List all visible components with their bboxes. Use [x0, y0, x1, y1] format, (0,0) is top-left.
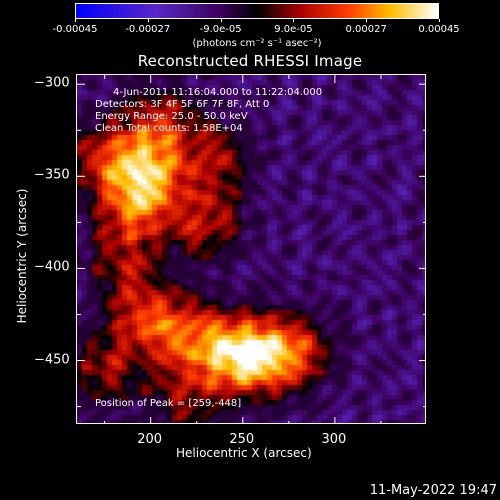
- colorbar-tick: [366, 19, 368, 22]
- y-tick-label: −400: [34, 259, 70, 275]
- colorbar-tick-label: -0.00045: [52, 24, 98, 35]
- colorbar-tick: [439, 19, 440, 22]
- colorbar: [75, 3, 439, 19]
- y-tick-label: −450: [34, 352, 70, 368]
- date-stamp: 11-May-2022 19:47: [369, 483, 497, 498]
- y-tick-label: −350: [34, 167, 70, 183]
- clean-annotation: Clean Total counts: 1.58E+04: [95, 123, 243, 134]
- y-axis-label: Heliocentric Y (arcsec): [15, 188, 29, 324]
- x-axis-label: Heliocentric X (arcsec): [176, 446, 312, 460]
- peak-position-annotation: Position of Peak = [259,-448]: [95, 398, 242, 409]
- colorbar-units: (photons cm⁻² s⁻¹ asec⁻²): [192, 38, 322, 49]
- colorbar-tick-label: 0.00027: [345, 24, 387, 35]
- detectors-annotation: Detectors: 3F 4F 5F 6F 7F 8F, Att 0: [95, 99, 270, 110]
- energy-annotation: Energy Range: 25.0 - 50.0 keV: [95, 111, 248, 122]
- colorbar-tick: [220, 19, 222, 22]
- colorbar-tick-label: 9.0e-05: [274, 24, 313, 35]
- x-tick-label: 250: [229, 432, 255, 447]
- x-tick-label: 300: [321, 432, 347, 447]
- heatmap-image: [77, 75, 425, 423]
- colorbar-tick-label: -9.0e-05: [199, 24, 242, 35]
- colorbar-tick-label: -0.00027: [125, 24, 171, 35]
- colorbar-tick: [147, 19, 149, 22]
- time-range-annotation: 4-Jun-2011 11:16:04.000 to 11:22:04.000: [113, 87, 323, 98]
- plot-area: 4-Jun-2011 11:16:04.000 to 11:22:04.000 …: [76, 74, 426, 424]
- chart-title: Reconstructed RHESSI Image: [137, 52, 363, 70]
- colorbar-tick-label: 0.00045: [418, 24, 460, 35]
- colorbar-tick: [293, 19, 295, 22]
- colorbar-tick: [75, 19, 76, 22]
- y-tick-label: −300: [34, 75, 70, 91]
- x-tick-label: 200: [137, 432, 163, 447]
- axis-ticks: [77, 75, 425, 423]
